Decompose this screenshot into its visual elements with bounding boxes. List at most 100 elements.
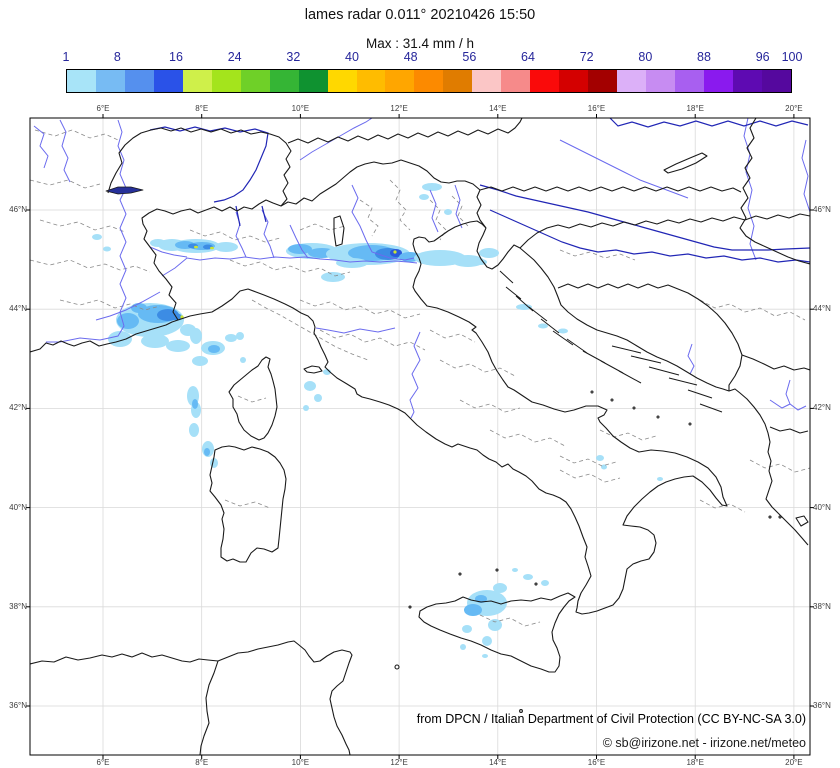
admin-border-line <box>59 299 161 311</box>
radar-cell <box>516 304 532 310</box>
admin-border-line <box>489 429 566 447</box>
coastline-balkans <box>476 227 809 546</box>
admin-border-line <box>39 219 126 233</box>
river-neretva <box>687 343 695 375</box>
lat-label-left: 40°N <box>9 502 27 512</box>
island-pantelleria <box>394 664 400 670</box>
lat-label-left: 38°N <box>9 601 27 611</box>
river-drava <box>479 184 810 251</box>
admin-border-line <box>559 455 617 467</box>
colorbar-tick-label: 56 <box>462 50 477 64</box>
colorbar-segment <box>675 70 704 92</box>
radar-cell <box>194 245 198 249</box>
frame-ticks <box>26 114 814 759</box>
radar-cell <box>166 340 190 352</box>
river-tiber <box>409 331 421 419</box>
lat-label-left: 36°N <box>9 701 27 710</box>
colorbar-segment <box>588 70 618 92</box>
radar-cell <box>393 250 397 254</box>
radar-cell <box>180 315 184 319</box>
island-malta <box>519 709 523 713</box>
radar-cell <box>444 209 452 215</box>
river-danube <box>609 118 809 128</box>
admin-border-line <box>439 359 516 377</box>
map-frame <box>26 114 814 759</box>
radar-cell <box>304 381 316 391</box>
radar-cell <box>117 313 139 329</box>
admin-border-line <box>189 229 281 243</box>
coastline-corsica <box>228 356 278 441</box>
colorbar-segment <box>472 70 502 92</box>
radar-cell <box>596 455 604 461</box>
colorbar-tick-label: 72 <box>579 50 594 64</box>
admin-border-line <box>559 469 621 483</box>
island-dot <box>778 515 782 519</box>
radar-cell <box>601 464 607 470</box>
admin-borders <box>30 129 810 627</box>
colorbar-segment <box>617 70 647 92</box>
admin-border-line <box>224 499 271 509</box>
radar-cell <box>523 574 533 580</box>
river-rhone <box>46 119 127 343</box>
border-austria-east <box>739 118 810 265</box>
admin-border-line <box>749 459 810 473</box>
colorbar-tick-label: 1 <box>62 50 70 64</box>
lon-label-top: 14°E <box>489 104 507 113</box>
radar-cell <box>512 568 518 572</box>
admin-border-line <box>429 329 476 343</box>
coastline-sicily <box>418 592 576 673</box>
admin-border-line <box>389 179 411 231</box>
colorbar-tick-label: 100 <box>781 50 803 64</box>
max-value-label: Max : 31.4 mm / h <box>365 36 475 51</box>
colorbar-segment <box>761 70 791 92</box>
lon-label-top: 20°E <box>785 104 803 113</box>
island-dot <box>590 390 594 394</box>
colorbar-segment <box>153 70 183 92</box>
coastlines-and-borders <box>30 118 810 755</box>
colorbar-segment <box>269 70 299 92</box>
radar-cell <box>479 248 499 258</box>
admin-border-line <box>699 299 806 321</box>
river-po <box>161 256 418 277</box>
colorbar <box>66 69 792 93</box>
border-alps-west <box>141 159 487 321</box>
lon-label-bottom: 12°E <box>390 758 408 767</box>
island-corfu <box>795 515 809 527</box>
lon-label-top: 6°E <box>96 104 110 113</box>
lon-label-top: 10°E <box>291 104 310 113</box>
border-croatia-hungary <box>519 213 810 249</box>
colorbar-tick-label: 88 <box>697 50 711 64</box>
river-pannonia <box>743 118 757 261</box>
attribution-text: from DPCN / Italian Department of Civil … <box>416 712 806 726</box>
admin-border-line <box>319 329 426 351</box>
river-arno <box>315 327 396 334</box>
radar-cell <box>92 234 102 240</box>
colorbar-segment <box>559 70 589 92</box>
lon-label-top: 8°E <box>195 104 209 113</box>
admin-border-line <box>30 179 101 189</box>
border-austria-slovenia <box>479 186 742 193</box>
colorbar-tick-label: 32 <box>286 50 301 64</box>
island-dot <box>656 415 660 419</box>
admin-border-line <box>229 259 351 277</box>
colorbar-segment <box>646 70 676 92</box>
island-aeolian <box>495 568 499 572</box>
river-france <box>33 125 49 169</box>
admin-border-line <box>599 429 657 441</box>
radar-cell <box>419 194 429 200</box>
island-aeolian <box>534 582 538 586</box>
island-dot <box>610 398 614 402</box>
colorbar-tick-label: 24 <box>227 50 242 64</box>
river-ticino <box>235 211 247 258</box>
admin-border-line <box>251 299 369 361</box>
lat-label-right: 44°N <box>813 304 831 314</box>
radar-cell <box>460 644 466 650</box>
radar-cell <box>288 244 312 254</box>
radar-cell <box>336 258 368 268</box>
coastline-italy <box>177 220 728 615</box>
lat-label-right: 42°N <box>813 403 831 413</box>
river-mur <box>559 139 689 199</box>
radar-cell <box>462 625 472 633</box>
lat-label-left: 46°N <box>9 205 27 214</box>
